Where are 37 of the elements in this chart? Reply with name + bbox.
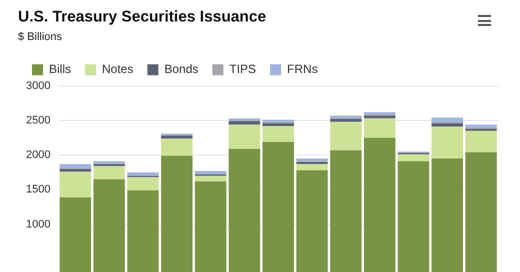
y-tick-label: 2000: [26, 149, 50, 162]
bar: [432, 123, 464, 127]
bar: [398, 154, 430, 162]
bar: [432, 118, 464, 122]
bar: [296, 162, 328, 164]
bar: [432, 126, 464, 159]
bar: [93, 166, 125, 180]
chart-title: U.S. Treasury Securities Issuance: [18, 8, 267, 26]
bar: [161, 138, 193, 156]
y-tick-label: 1500: [26, 184, 50, 196]
bar: [161, 136, 193, 138]
bar: [330, 122, 362, 150]
bar: [262, 123, 294, 126]
bar: [465, 130, 497, 152]
bar: [262, 126, 294, 142]
legend-label: FRNs: [287, 62, 318, 76]
bar: [364, 116, 396, 118]
bar: [330, 119, 362, 122]
chart-subtitle: $ Billions: [18, 31, 63, 44]
bar: [228, 121, 260, 125]
y-tick-label: 2500: [26, 114, 50, 126]
bar: [296, 164, 328, 170]
bar: [364, 118, 396, 138]
bar: [194, 171, 226, 174]
bar: [127, 177, 159, 190]
bar: [296, 158, 328, 162]
legend-label: Notes: [102, 62, 134, 76]
bar: [194, 176, 226, 182]
bar: [60, 168, 92, 172]
legend-label: Bonds: [164, 62, 198, 76]
bar: [228, 124, 260, 149]
bar: [60, 164, 92, 168]
bar: [465, 124, 497, 128]
legend-label: TIPS: [229, 62, 256, 76]
y-tick-label: 1000: [26, 218, 50, 230]
legend-label: Bills: [49, 62, 72, 76]
y-tick-label: 3000: [26, 80, 50, 92]
